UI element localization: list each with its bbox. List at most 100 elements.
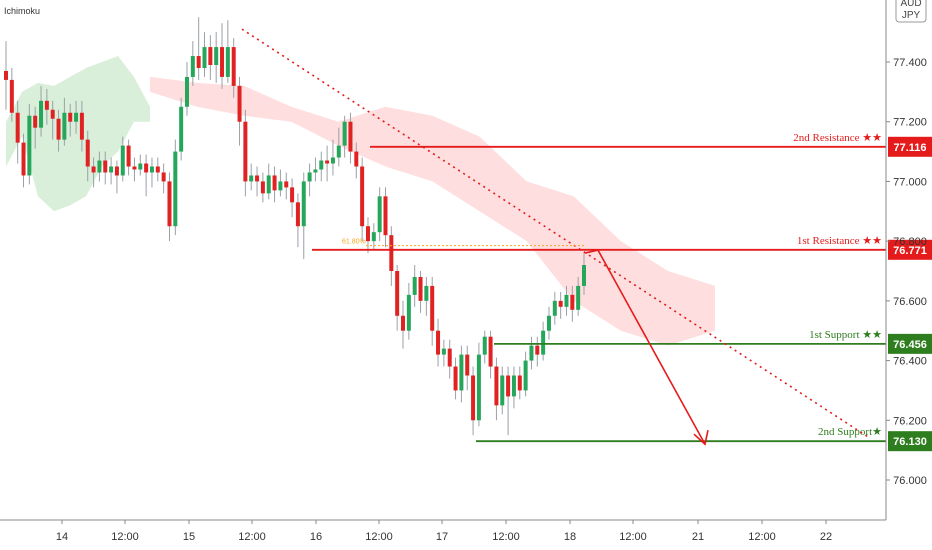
- fib-label: 61.80%: [342, 239, 366, 246]
- x-tick-label: 22: [820, 531, 832, 543]
- level-price-label: 76.456: [893, 339, 927, 351]
- candle-body: [430, 285, 435, 331]
- candle-body: [564, 294, 569, 307]
- candle-body: [465, 354, 470, 376]
- x-tick-label: 18: [564, 531, 576, 543]
- level-name: 2nd Resistance ★★: [793, 132, 882, 144]
- candle-body: [190, 56, 195, 77]
- level-price-tag: [888, 333, 932, 354]
- candle-body: [418, 276, 423, 301]
- candle-body: [85, 139, 90, 167]
- cloud-bullish: [6, 56, 150, 212]
- candle-body: [179, 106, 184, 152]
- candle-body: [214, 47, 219, 65]
- candle-body: [506, 375, 511, 397]
- candle-body: [231, 47, 236, 86]
- x-tick-label: 16: [310, 531, 322, 543]
- candle-body: [453, 366, 458, 391]
- candle-body: [184, 76, 189, 107]
- level-price-tag: [888, 239, 932, 260]
- candle-body: [424, 285, 429, 301]
- candle-body: [471, 375, 476, 421]
- candle-body: [541, 330, 546, 355]
- candle-body: [342, 121, 347, 146]
- y-tick-label: 77.200: [893, 117, 927, 129]
- candle-body: [401, 315, 406, 331]
- candle-body: [161, 172, 166, 182]
- candle-body: [167, 181, 172, 227]
- candle-body: [395, 271, 400, 316]
- candle-body: [27, 115, 32, 176]
- candle-body: [383, 196, 388, 236]
- candle-body: [50, 109, 55, 119]
- candle-body: [132, 166, 137, 170]
- candle-body: [56, 118, 61, 140]
- candle-body: [494, 366, 499, 406]
- y-tick-label: 77.000: [893, 176, 927, 188]
- candle-body: [225, 47, 230, 77]
- candle-body: [365, 226, 370, 242]
- candle-body: [15, 112, 20, 143]
- level-name: 1st Resistance ★★: [797, 235, 882, 247]
- projection-arrowhead: [693, 430, 709, 446]
- x-tick-label: 12:00: [492, 531, 520, 543]
- candle-body: [220, 47, 225, 77]
- candle-body: [330, 157, 335, 164]
- x-tick-label: 15: [183, 531, 195, 543]
- candle-body: [290, 187, 295, 203]
- indicator-label: Ichimoku: [4, 6, 41, 16]
- candle-body: [517, 375, 522, 391]
- bearish-trendline: [241, 28, 871, 439]
- candle-body: [436, 330, 441, 355]
- y-tick-label: 76.600: [893, 296, 927, 308]
- candle-body: [79, 112, 84, 140]
- candle-body: [412, 276, 417, 295]
- candle-body: [126, 145, 131, 167]
- candle-body: [371, 232, 376, 242]
- candle-body: [558, 300, 563, 307]
- candle-body: [4, 70, 8, 80]
- candle-body: [149, 166, 154, 173]
- candle-body: [39, 100, 44, 128]
- candle-body: [500, 375, 505, 406]
- level-price-label: 77.116: [893, 142, 926, 154]
- candle-body: [114, 166, 119, 176]
- currency-label: JPY: [902, 10, 921, 21]
- x-tick-label: 12:00: [619, 531, 647, 543]
- candle-body: [406, 294, 411, 331]
- x-tick-label: 17: [436, 531, 448, 543]
- x-tick-label: 12:00: [365, 531, 393, 543]
- candle-body: [325, 160, 330, 164]
- levels: 2nd Resistance ★★ 77.116 1st Resistance ★★…: [312, 132, 932, 452]
- candle-body: [488, 336, 493, 367]
- candle-body: [476, 354, 481, 421]
- candle-body: [576, 285, 581, 310]
- candle-body: [535, 345, 540, 355]
- y-tick-label: 76.000: [893, 475, 927, 487]
- candle-body: [97, 160, 102, 173]
- candle-body: [272, 175, 277, 191]
- candle-body: [103, 160, 108, 173]
- candle-body: [109, 166, 114, 173]
- candle-body: [313, 169, 318, 173]
- candle-body: [249, 175, 254, 182]
- candle-body: [196, 56, 201, 68]
- candle-body: [552, 300, 557, 316]
- candle-body: [278, 181, 283, 191]
- currency-label: AUD: [900, 0, 921, 9]
- candle-body: [319, 160, 324, 170]
- candle-body: [44, 100, 49, 110]
- candle-body: [173, 151, 178, 227]
- candle-body: [441, 348, 446, 355]
- candle-body: [68, 112, 73, 122]
- candle-body: [348, 121, 353, 152]
- candle-body: [295, 202, 300, 227]
- candle-body: [120, 145, 125, 176]
- candle-body: [570, 294, 575, 310]
- candle-body: [447, 348, 452, 367]
- candles: [4, 17, 586, 436]
- candle-body: [91, 166, 96, 173]
- candle-body: [243, 121, 248, 182]
